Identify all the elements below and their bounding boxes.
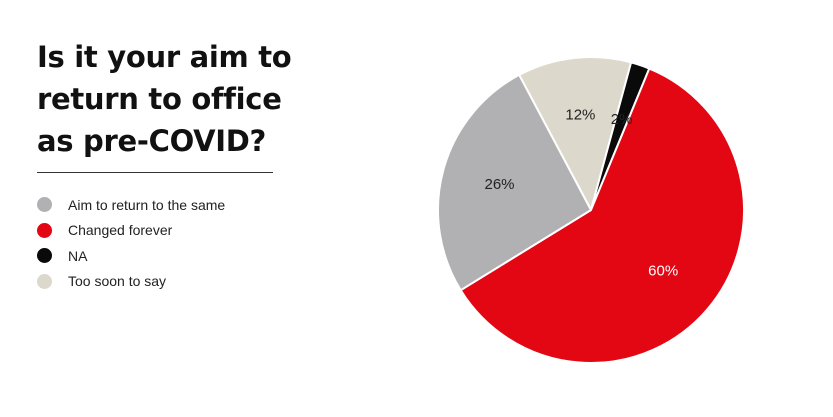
legend: Aim to return to the same Changed foreve… [37, 192, 225, 294]
legend-swatch-na [37, 248, 52, 264]
pie-slice-changed-forever [459, 67, 745, 364]
legend-label-too-soon: Too soon to say [68, 273, 167, 290]
slice-label-too-soon-to-say: 12% [565, 107, 595, 124]
slice-label-na: 2% [611, 111, 633, 128]
divider [37, 172, 273, 173]
slice-label-changed-forever: 60% [648, 262, 678, 279]
pie-slice-aim-to-return-to-the-same [437, 73, 592, 292]
legend-swatch-changed-forever [37, 222, 52, 238]
chart-title: Is it your aim to return to office as pr… [37, 40, 292, 158]
legend-label-aim-to-return: Aim to return to the same [68, 196, 226, 213]
legend-label-changed-forever: Changed forever [68, 222, 173, 239]
legend-swatch-aim-to-return [37, 197, 52, 213]
title-block: Is it your aim to return to office as pr… [37, 36, 297, 162]
legend-item-aim-to-return: Aim to return to the same [37, 192, 225, 218]
legend-swatch-too-soon [37, 273, 52, 289]
legend-label-na: NA [68, 247, 88, 264]
legend-item-too-soon: Too soon to say [37, 269, 225, 295]
legend-item-na: NA [37, 243, 225, 269]
slice-label-aim-to-return-to-the-same: 26% [484, 176, 514, 193]
legend-item-changed-forever: Changed forever [37, 218, 225, 244]
pie-slice-too-soon-to-say [518, 56, 633, 211]
